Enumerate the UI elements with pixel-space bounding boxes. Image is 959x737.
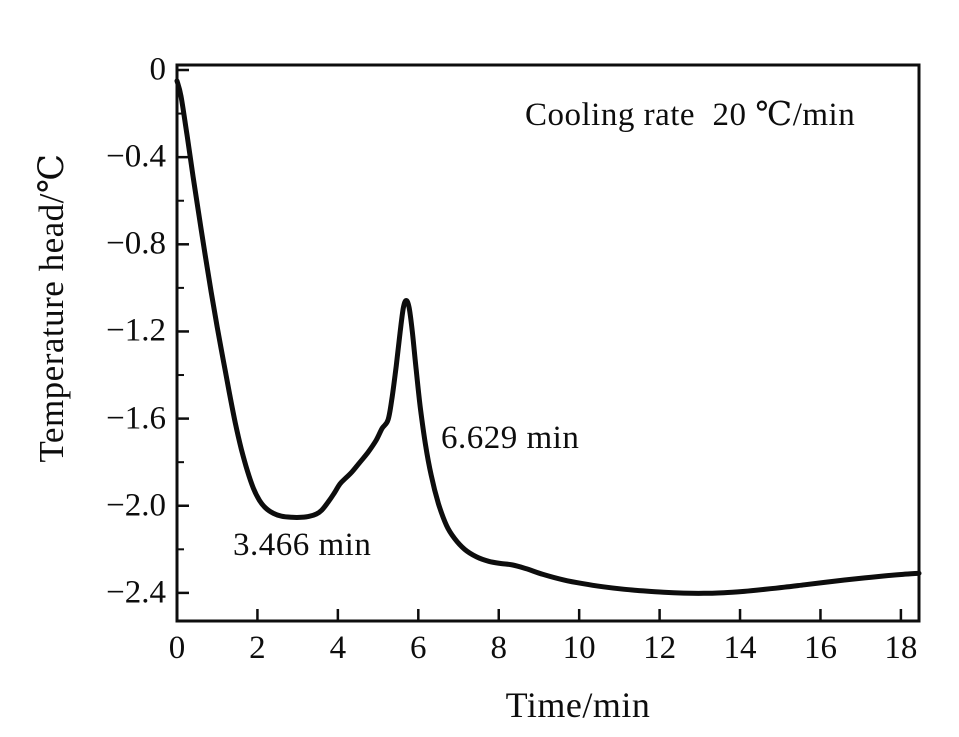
- y-tick-label: −1.2: [106, 312, 166, 349]
- plot-frame: [175, 63, 921, 623]
- y-tick-label: 0: [149, 51, 167, 88]
- y-tick-label: −0.4: [106, 138, 166, 175]
- cooling-rate-annotation: Cooling rate 20 ℃/min: [525, 97, 856, 133]
- cooling-curve-line: [174, 78, 922, 596]
- x-tick-label: 0: [168, 630, 186, 666]
- x-tick-label: 12: [643, 630, 677, 666]
- x-tick-label: 14: [723, 630, 757, 666]
- x-tick-label: 8: [490, 630, 507, 666]
- peak-time-annotation: 6.629 min: [441, 420, 580, 456]
- y-tick-label: −1.6: [106, 400, 166, 437]
- y-tick-label: −2.4: [106, 574, 166, 611]
- x-tick-label: 2: [249, 630, 266, 666]
- x-tick-label: 16: [803, 630, 837, 666]
- x-tick-label: 4: [329, 630, 347, 666]
- y-tick-label: −0.8: [106, 225, 166, 262]
- x-tick-label: 6: [410, 630, 427, 666]
- x-tick-label: 10: [562, 630, 596, 666]
- y-tick-label: −2.0: [106, 487, 166, 524]
- x-tick-label: 18: [884, 630, 918, 666]
- x-axis-title: Time/min: [505, 685, 651, 725]
- valley-time-annotation: 3.466 min: [233, 527, 372, 563]
